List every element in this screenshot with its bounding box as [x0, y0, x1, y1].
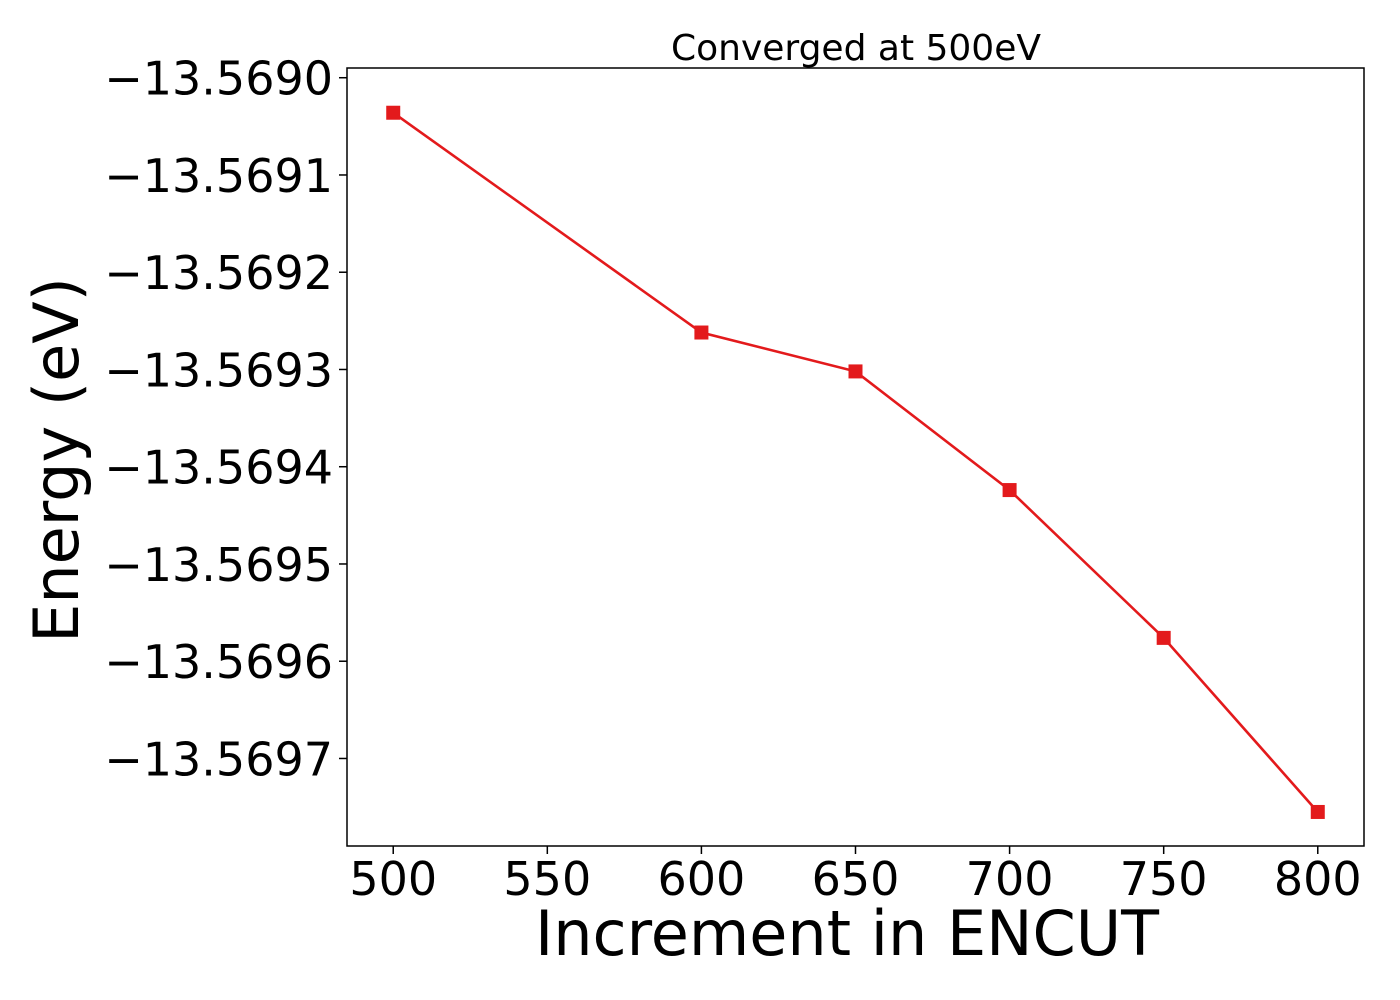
- y-axis: −13.5690 −13.5691 −13.5692 −13.5693 −13.5694…: [104, 52, 347, 786]
- x-tick-label: 800: [1274, 852, 1362, 906]
- x-tick-label: 700: [966, 852, 1054, 906]
- y-tick-label: −13.5694: [104, 441, 333, 495]
- x-axis-label: Increment in ENCUT: [535, 897, 1160, 970]
- chart-title: Converged at 500eV: [671, 28, 1041, 69]
- data-point: [386, 105, 401, 120]
- y-tick-label: −13.5697: [104, 732, 333, 786]
- x-tick-label: 750: [1120, 852, 1208, 906]
- y-axis-label: Energy (eV): [20, 277, 93, 643]
- x-tick-label: 550: [503, 852, 591, 906]
- x-tick-label: 500: [349, 852, 437, 906]
- x-axis: 500 550 600 650 700 750 800: [349, 846, 1362, 906]
- y-tick-label: −13.5693: [104, 343, 333, 397]
- plot-frame: [346, 67, 1365, 847]
- data-point: [1002, 483, 1017, 498]
- x-tick-label: 650: [812, 852, 900, 906]
- plot-area: [386, 105, 1325, 819]
- y-tick-label: −13.5691: [104, 149, 333, 203]
- data-point: [1156, 630, 1171, 645]
- y-tick-label: −13.5692: [104, 246, 333, 300]
- series-line: [392, 111, 1319, 813]
- data-point: [848, 364, 863, 379]
- y-tick-label: −13.5690: [104, 52, 333, 106]
- y-tick-label: −13.5695: [104, 538, 333, 592]
- data-point: [694, 325, 709, 340]
- data-point: [1310, 804, 1325, 819]
- y-tick-label: −13.5696: [104, 635, 333, 689]
- x-tick-label: 600: [658, 852, 746, 906]
